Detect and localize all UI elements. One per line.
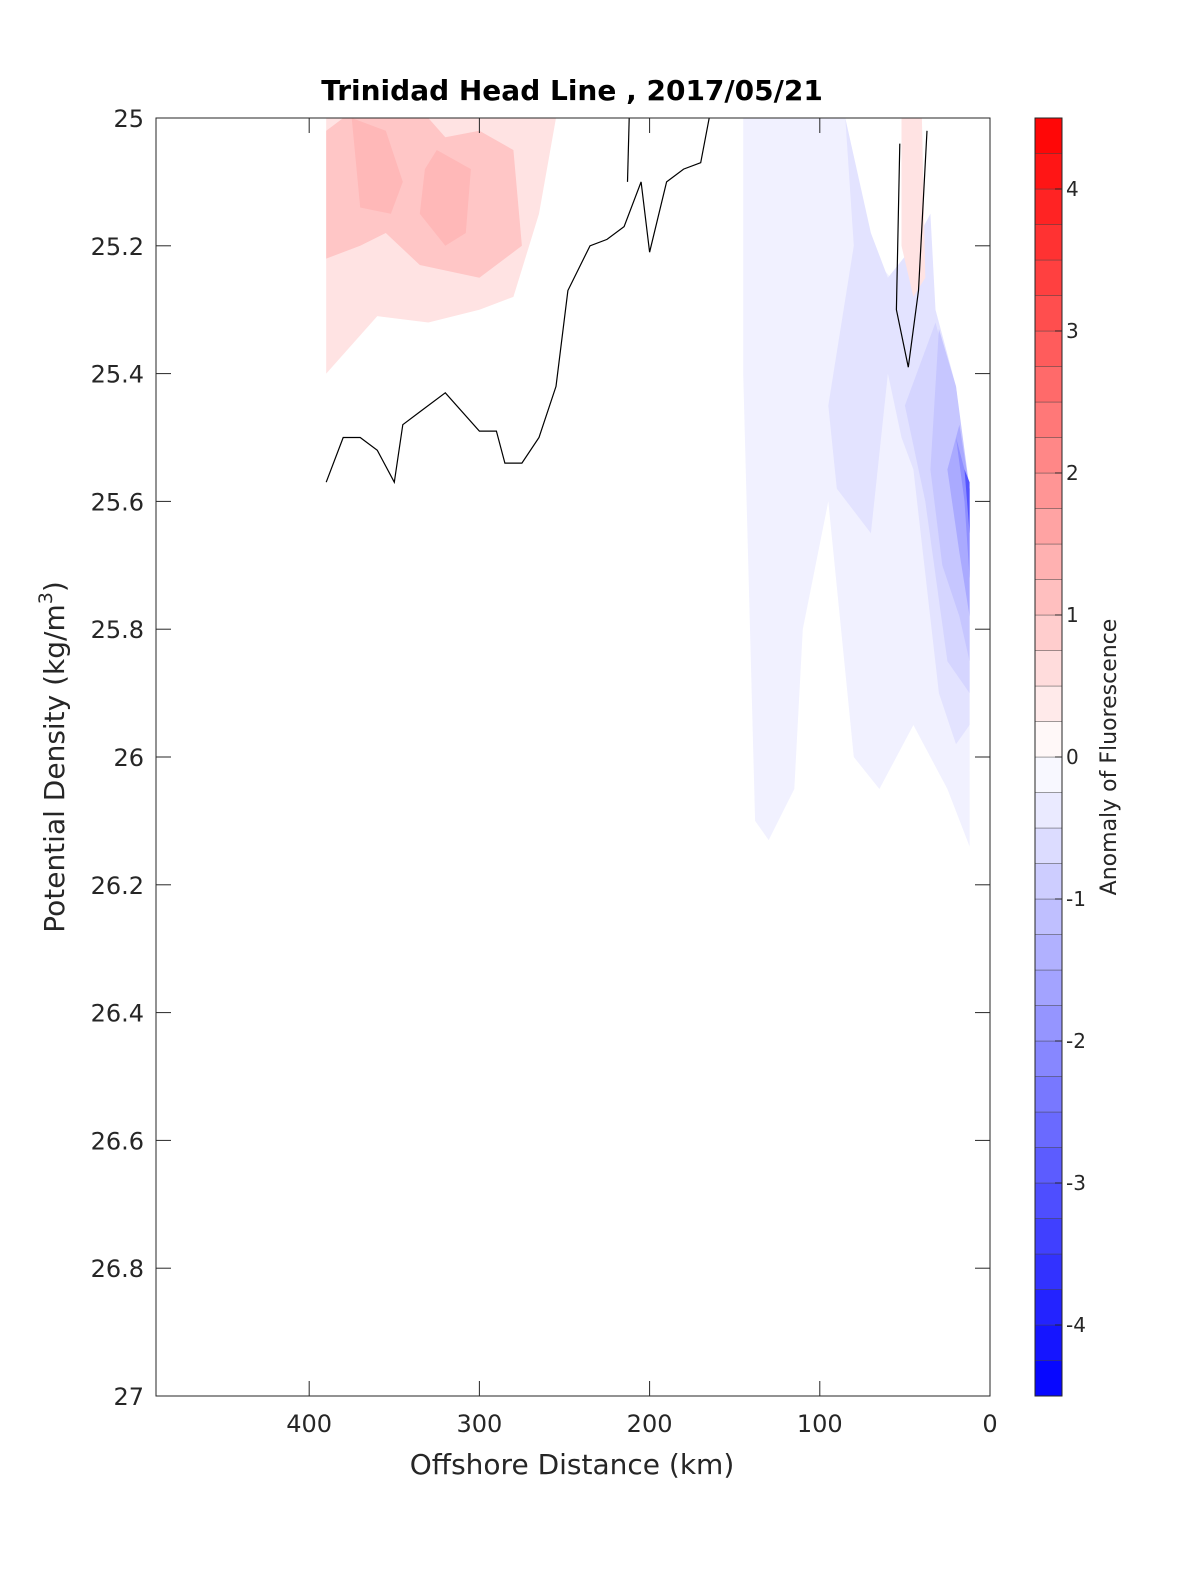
colorbar-block <box>1034 1253 1063 1290</box>
colorbar-block <box>1034 330 1063 367</box>
colorbar-block <box>1034 650 1063 687</box>
contour-region-11 <box>901 118 926 297</box>
colorbar-tick-label: 0 <box>1066 745 1079 769</box>
colorbar-block <box>1034 827 1063 864</box>
y-axis-label: Potential Density (kg/m3) <box>35 581 71 933</box>
x-tick-label: 400 <box>286 1410 332 1438</box>
x-tick-label: 0 <box>982 1410 997 1438</box>
colorbar-block <box>1034 543 1063 580</box>
y-tick-label: 25.2 <box>91 233 144 261</box>
y-tick-label: 25.4 <box>91 361 144 389</box>
colorbar-block <box>1034 401 1063 438</box>
y-tick-label: 25 <box>113 105 144 133</box>
contour-region-2 <box>351 118 403 214</box>
y-axis-label-main: Potential Density (kg/m <box>38 604 71 933</box>
colorbar-block <box>1034 1324 1063 1361</box>
colorbar-label: Anomaly of Fluorescence <box>1097 619 1122 896</box>
contour-fill-layer <box>326 118 970 847</box>
y-tick-label: 26.2 <box>91 872 144 900</box>
colorbar-block <box>1034 224 1063 261</box>
colorbar-block <box>1034 685 1063 722</box>
colorbar-block <box>1034 1147 1063 1184</box>
colorbar-block <box>1034 117 1063 154</box>
colorbar-block <box>1034 579 1063 616</box>
colorbar: -4 -3 -2 -1 0 1 2 3 4 <box>1034 117 1086 1397</box>
contour-region-7 <box>930 328 970 662</box>
y-axis-label-superscript: 3 <box>35 592 57 604</box>
colorbar-block <box>1034 1005 1063 1042</box>
colorbar-block <box>1034 898 1063 935</box>
zero-contour-line-1 <box>626 117 630 182</box>
colorbar-block <box>1034 188 1063 225</box>
x-tick-label: 100 <box>797 1410 843 1438</box>
colorbar-block <box>1034 721 1063 758</box>
colorbar-block <box>1034 1040 1063 1077</box>
colorbar-block <box>1034 614 1063 651</box>
y-tick-label: 27 <box>113 1383 144 1411</box>
colorbar-block <box>1034 792 1063 829</box>
y-tick-label: 25.6 <box>91 488 144 516</box>
y-axis-label-close: ) <box>38 581 71 592</box>
colorbar-tick-label: -2 <box>1066 1029 1086 1053</box>
colorbar-block <box>1034 437 1063 474</box>
contour-region-5 <box>828 118 970 745</box>
colorbar-tick-label: 4 <box>1066 177 1079 201</box>
colorbar-block <box>1034 1111 1063 1148</box>
y-tick-label: 26.8 <box>91 1255 144 1283</box>
colorbar-block <box>1034 295 1063 332</box>
x-axis-label: Offshore Distance (km) <box>410 1448 735 1481</box>
contour-region-9 <box>956 437 970 579</box>
x-axis: 400 300 200 100 0 <box>286 118 998 1438</box>
colorbar-block <box>1034 1182 1063 1219</box>
colorbar-block <box>1034 508 1063 545</box>
y-tick-label: 26.6 <box>91 1127 144 1155</box>
colorbar-block <box>1034 259 1063 296</box>
colorbar-block <box>1034 153 1063 190</box>
contour-region-3 <box>419 150 471 246</box>
colorbar-ticks: -4 -3 -2 -1 0 1 2 3 4 <box>1055 177 1086 1337</box>
chart-title: Trinidad Head Line , 2017/05/21 <box>321 74 823 107</box>
colorbar-tick-label: 3 <box>1066 319 1079 343</box>
colorbar-tick-label: 1 <box>1066 603 1079 627</box>
colorbar-tick-label: -3 <box>1066 1171 1086 1195</box>
plot-area: 400 300 200 100 0 25 25.2 25.4 25.6 25.8 26 26.2 26… <box>91 105 998 1438</box>
y-tick-label: 26.4 <box>91 1000 144 1028</box>
colorbar-block <box>1034 1289 1063 1326</box>
x-tick-label: 200 <box>627 1410 673 1438</box>
colorbar-block <box>1034 1360 1063 1397</box>
colorbar-tick-label: 2 <box>1066 461 1079 485</box>
colorbar-block <box>1034 472 1063 509</box>
y-tick-label: 26 <box>113 744 144 772</box>
colorbar-tick-label: -4 <box>1066 1313 1086 1337</box>
zero-contour-line-2 <box>895 130 928 368</box>
colorbar-block <box>1034 756 1063 793</box>
colorbar-block <box>1034 863 1063 900</box>
colorbar-block <box>1034 934 1063 971</box>
zero-contour-layer <box>325 117 928 485</box>
contour-region-10 <box>964 469 970 534</box>
colorbar-block <box>1034 969 1063 1006</box>
x-tick-label: 300 <box>456 1410 502 1438</box>
colorbar-block <box>1034 1218 1063 1255</box>
colorbar-tick-label: -1 <box>1066 887 1086 911</box>
colorbar-block <box>1034 1076 1063 1113</box>
y-axis: 25 25.2 25.4 25.6 25.8 26 26.2 26.4 26.6 26.8 27 <box>91 105 990 1411</box>
colorbar-block <box>1034 366 1063 403</box>
y-tick-label: 25.8 <box>91 616 144 644</box>
zero-contour-line-0 <box>325 117 710 485</box>
